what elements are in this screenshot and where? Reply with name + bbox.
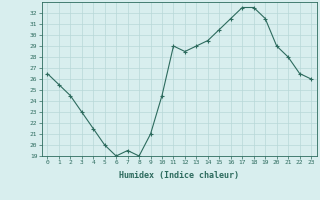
X-axis label: Humidex (Indice chaleur): Humidex (Indice chaleur) <box>119 171 239 180</box>
